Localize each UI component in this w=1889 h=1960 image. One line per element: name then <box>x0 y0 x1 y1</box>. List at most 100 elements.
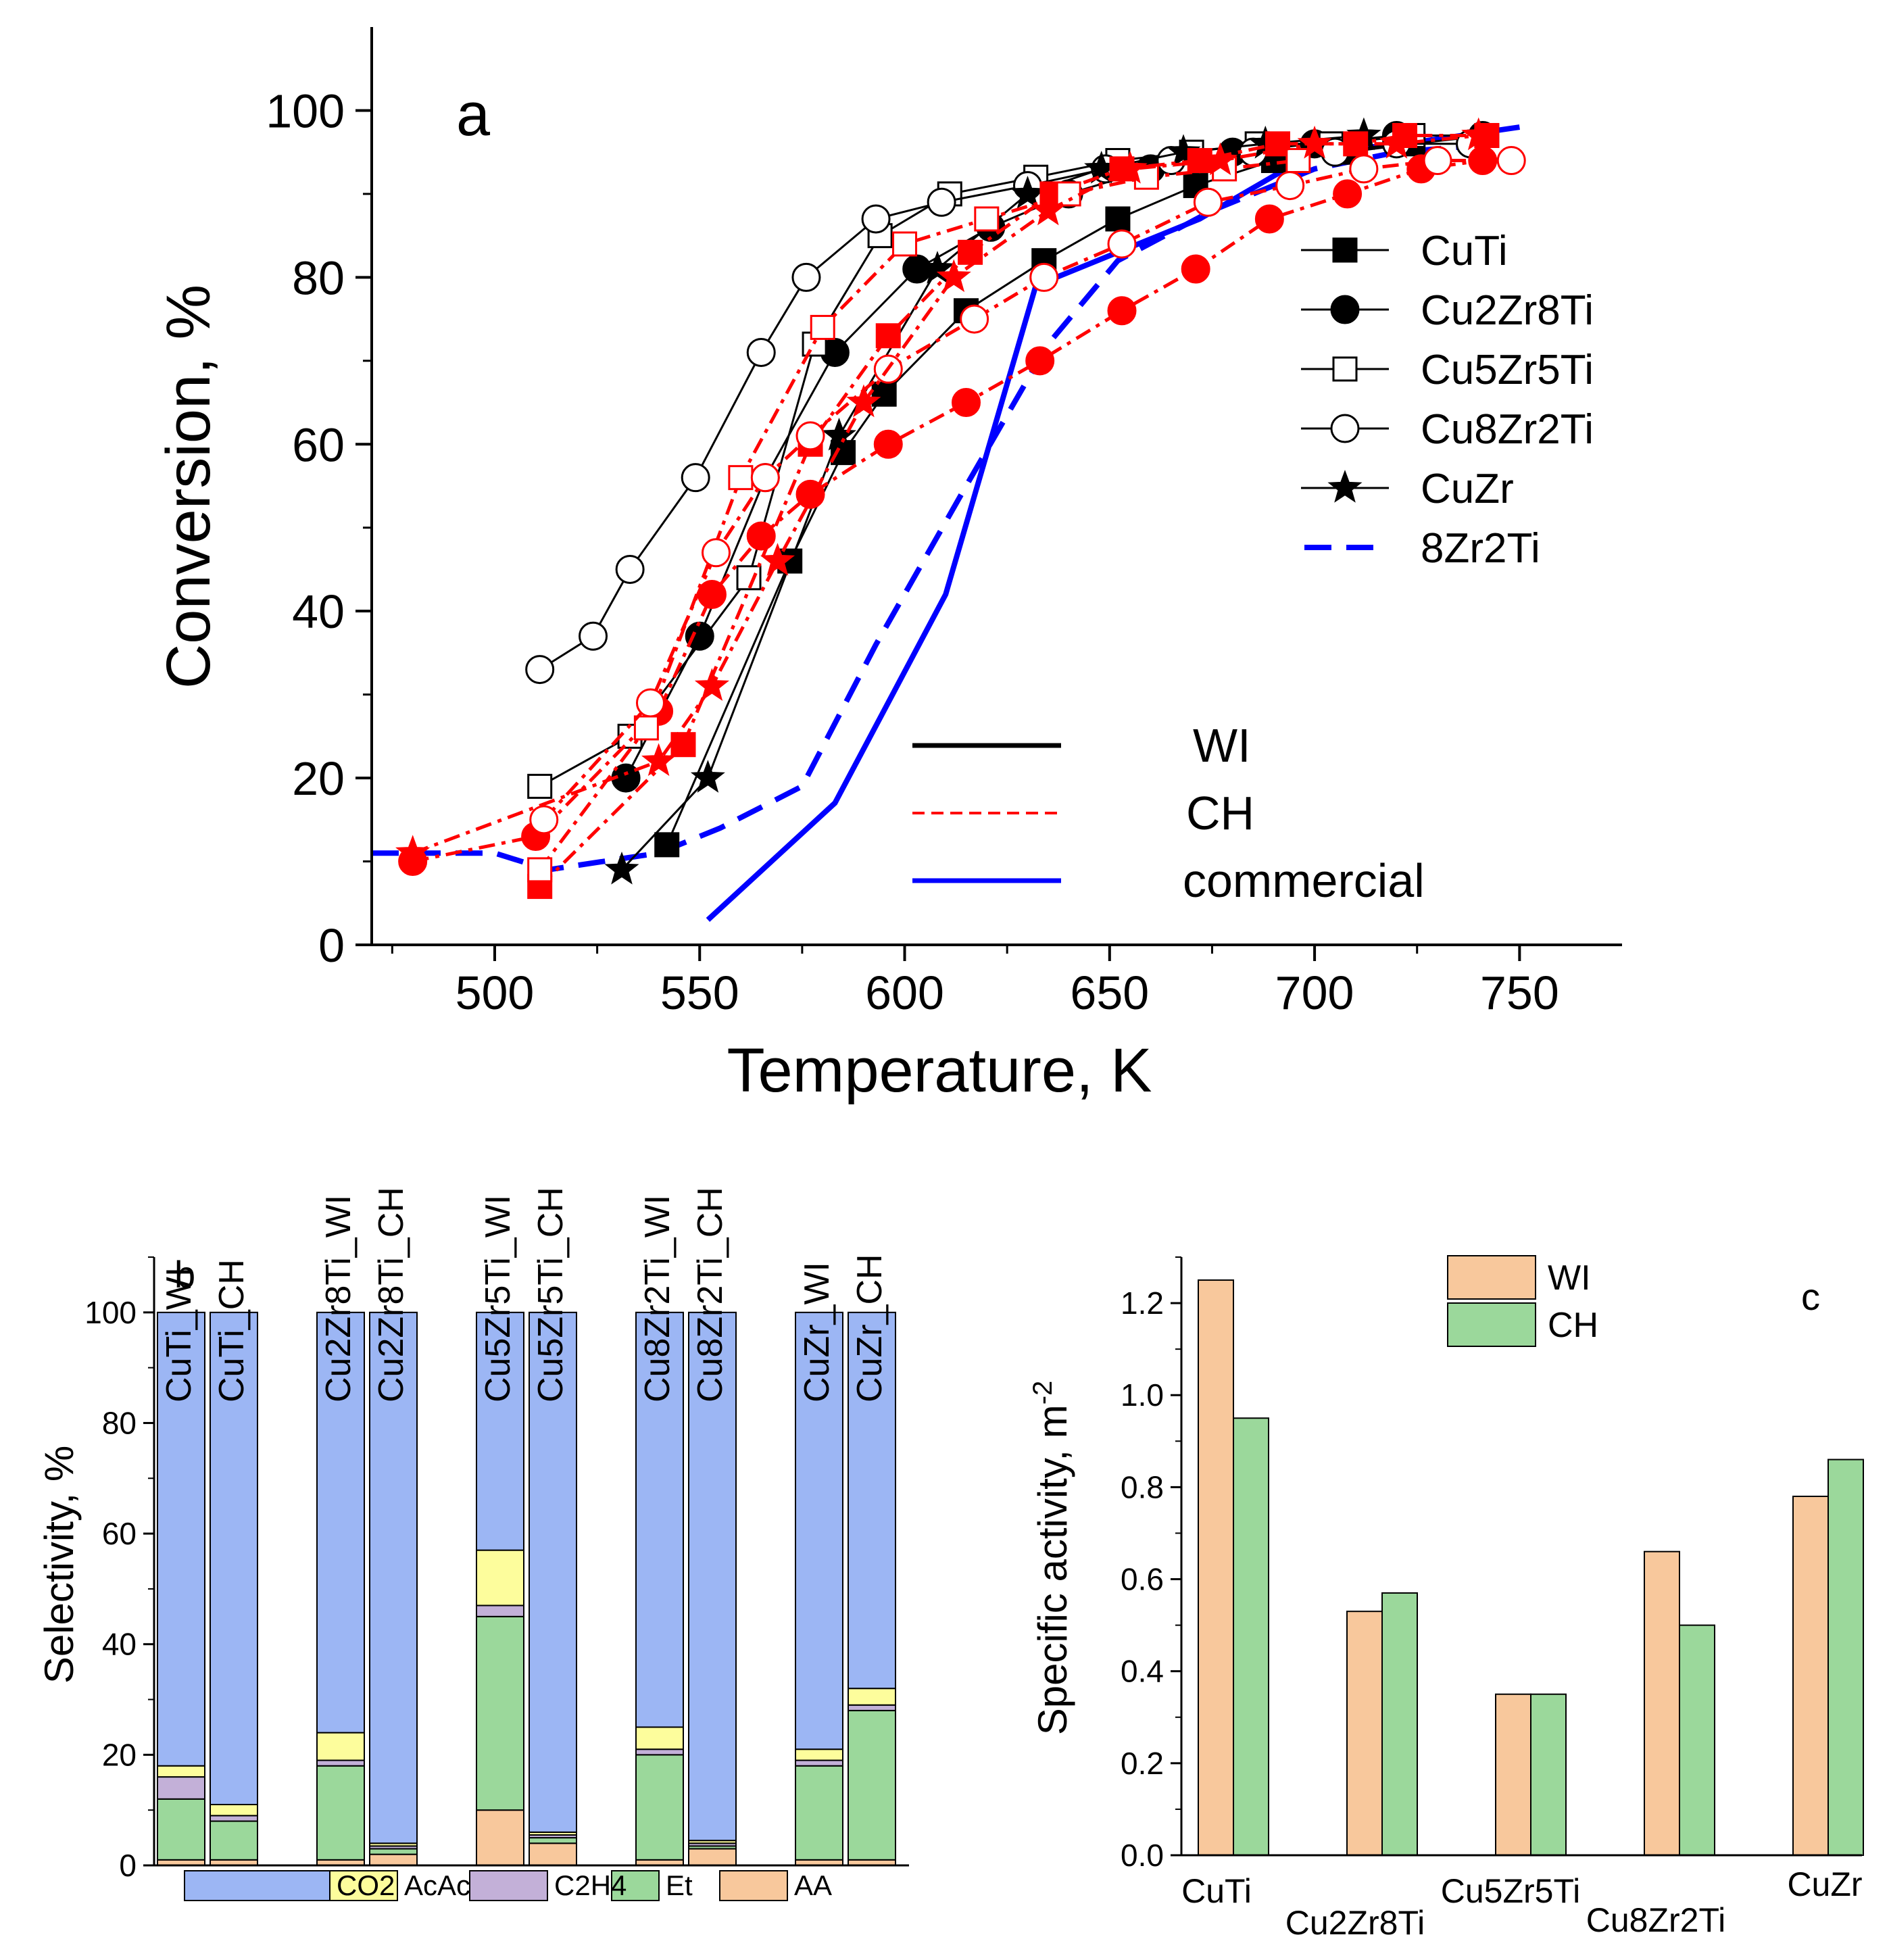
bar-segment-acac-cu2zr8ti_wi <box>316 1732 365 1761</box>
point-cuzr-ch <box>1379 125 1414 159</box>
bar-segment-acac-cuzr_ch <box>848 1688 896 1706</box>
bar-wi-cuzr <box>1792 1496 1829 1856</box>
bar-segment-aa-cu2zr8ti_ch <box>369 1853 418 1867</box>
panel-a-x-tick-label: 700 <box>1275 966 1354 1019</box>
panel-b-y-tick-label: 40 <box>102 1627 137 1662</box>
point-cu8zr2ti-ch <box>1496 146 1526 176</box>
legend-label-acac: AcAc <box>404 1869 470 1901</box>
point-cu8zr2ti-wi <box>746 337 776 367</box>
panel-a-y-tick-label: 20 <box>292 752 345 805</box>
legend-swatch-et <box>611 1870 660 1901</box>
point-cu8zr2ti-ch <box>1423 146 1452 176</box>
panel-a-y-tick-label: 80 <box>292 251 345 304</box>
point-cu2zr8ti-ch <box>1107 296 1137 326</box>
point-cuzr-wi <box>821 418 857 451</box>
point-cu5zr5ti-ch <box>728 465 754 491</box>
panel-a-x-axis-title: Temperature, K <box>727 1036 1152 1105</box>
point-cuzr-wi <box>1166 134 1201 167</box>
panel-c-legend: WI CH <box>1447 1255 1598 1347</box>
point-cu5zr5ti-ch <box>892 231 918 257</box>
category-label-cu2zr8ti: Cu2Zr8Ti <box>1285 1904 1425 1942</box>
panel-a-x-tick-label: 550 <box>660 966 739 1019</box>
panel-c-y-axis-title: Specific activity, m-2 <box>1028 1381 1075 1736</box>
panel-b: CuTi_WI CuTi_CH Cu2Zr8Ti_WI Cu2Zr8Ti_CH Cu5Z… <box>36 1187 909 1901</box>
point-cu2zr8ti-ch <box>1254 204 1284 234</box>
legend-label-cu5zr5ti: Cu5Zr5Ti <box>1421 347 1594 393</box>
legend-swatch-ch <box>1447 1302 1536 1347</box>
panel-a-y-tick-label: 100 <box>266 84 345 137</box>
point-cuzr-ch <box>936 259 971 293</box>
point-cu2zr8ti-ch <box>952 388 981 418</box>
panel-c-y-tick-label: 0.4 <box>1121 1654 1164 1689</box>
bar-ch-cuzr <box>1827 1459 1864 1857</box>
panel-c-ticks: 0.0 0.2 0.4 0.6 0.8 1.0 1.2 <box>1121 1256 1181 1873</box>
legend-label-co2: CO2 <box>337 1869 395 1901</box>
legend-swatch-c2h4 <box>469 1870 548 1901</box>
bar-wi-cu2zr8ti <box>1346 1611 1383 1857</box>
series-line-cu5zr5ti-ch <box>538 159 1299 871</box>
bar-ch-cuti <box>1233 1417 1269 1857</box>
bar-label-cuzr_wi: CuZr_WI <box>798 1262 837 1402</box>
point-cu8zr2ti-ch <box>1275 171 1305 201</box>
panel-b-y-tick-label: 0 <box>119 1848 137 1883</box>
bar-segment-co2-cu8zr2ti_wi <box>635 1311 684 1728</box>
legend-label-c2h4: C2H4 <box>554 1869 627 1901</box>
panel-c-label: c <box>1801 1275 1820 1318</box>
point-cuti-ch <box>670 732 696 758</box>
category-label-cuti: CuTi <box>1181 1872 1252 1910</box>
legend-marker-cuti <box>1332 237 1358 263</box>
point-cu8zr2ti-ch <box>635 688 665 718</box>
bar-segment-c2h4-cuzr_ch <box>848 1704 896 1711</box>
point-cu8zr2ti-ch <box>1107 229 1137 259</box>
panel-a-method-legend: WI CH commercial <box>912 719 1425 907</box>
bar-segment-et-cu2zr8ti_wi <box>316 1765 365 1861</box>
panel-c-y-tick-label: 1.2 <box>1121 1285 1164 1321</box>
category-label-cu5zr5ti: Cu5Zr5Ti <box>1441 1872 1581 1910</box>
bar-label-cu2zr8ti_wi: Cu2Zr8Ti_WI <box>319 1195 358 1402</box>
point-cu5zr5ti-ch <box>974 206 1000 232</box>
legend-label-cu2zr8ti: Cu2Zr8Ti <box>1421 287 1594 334</box>
legend-label-8zr2ti: 8Zr2Ti <box>1421 525 1540 572</box>
panel-c-y-tick-label: 1.0 <box>1121 1377 1164 1413</box>
point-cu5zr5ti-ch <box>527 857 553 883</box>
bar-segment-et-cu5zr5ti_wi <box>476 1615 524 1811</box>
panel-a-y-tick-label: 0 <box>318 919 345 972</box>
bar-segment-aa-cu5zr5ti_wi <box>476 1809 524 1867</box>
point-cuti-wi <box>1105 206 1131 232</box>
bar-segment-c2h4-cuzr_wi <box>795 1759 843 1767</box>
panel-a-legend: CuTi Cu2Zr8Ti Cu5Zr5Ti Cu8Zr2Ti CuZr 8Zr2Ti <box>1301 228 1594 572</box>
point-cuzr-ch <box>1202 142 1238 176</box>
bar-segment-acac-cu5zr5ti_wi <box>476 1549 524 1607</box>
point-cu8zr2ti-wi <box>615 554 645 584</box>
bar-segment-et-cuzr_ch <box>848 1709 896 1861</box>
point-cuzr-ch <box>760 543 795 576</box>
point-cu2zr8ti-ch <box>697 579 727 609</box>
bar-label-cu8zr2ti_ch: Cu8Zr2Ti_CH <box>691 1187 730 1402</box>
point-cuzr-ch <box>1112 151 1148 184</box>
panel-b-bars: CuTi_WI CuTi_CH Cu2Zr8Ti_WI Cu2Zr8Ti_CH Cu5Z… <box>157 1187 896 1867</box>
panel-a-y-tick-label: 60 <box>292 418 345 471</box>
point-cuzr-ch <box>694 668 730 702</box>
point-cu2zr8ti-ch <box>1025 346 1055 376</box>
panel-b-ticks: 0 20 40 60 80 100 <box>84 1256 154 1883</box>
method-legend-label-wi: WI <box>1193 719 1251 772</box>
bar-segment-et-cuti_ch <box>210 1820 258 1861</box>
legend-swatch-acac <box>329 1870 398 1901</box>
panel-c-y-tick-label: 0.0 <box>1121 1838 1164 1873</box>
point-cuzr-wi <box>604 852 639 885</box>
point-cuzr-ch <box>1031 192 1066 226</box>
bar-segment-co2-cu8zr2ti_ch <box>688 1311 737 1842</box>
point-cu8zr2ti-ch <box>1349 154 1379 184</box>
point-cu8zr2ti-ch <box>1193 187 1223 217</box>
point-cuti-wi <box>871 381 897 407</box>
bar-segment-co2-cu5zr5ti_wi <box>476 1311 524 1551</box>
legend-marker-cuzr <box>1327 470 1363 503</box>
panel-c-y-tick-label: 0.6 <box>1121 1562 1164 1597</box>
point-cuti-ch <box>875 323 901 349</box>
bar-label-cu8zr2ti_wi: Cu8Zr2Ti_WI <box>638 1195 677 1402</box>
point-cu8zr2ti-wi <box>525 655 555 685</box>
point-cu5zr5ti-ch <box>633 715 659 741</box>
legend-label-cuzr: CuZr <box>1421 466 1514 512</box>
point-cu8zr2ti-ch <box>960 304 989 334</box>
